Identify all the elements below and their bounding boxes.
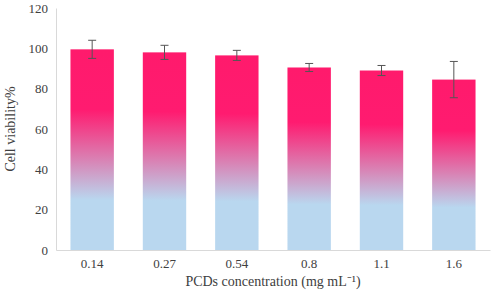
y-tick: 100 (29, 41, 57, 56)
y-axis: 0 20 40 60 80 100 120 (29, 1, 57, 258)
error-bar-cap (233, 60, 241, 61)
error-bar-cap (450, 97, 458, 98)
y-axis-title: Cell viability% (3, 86, 18, 171)
x-tick-label: 0.8 (301, 256, 317, 271)
error-bar-cap (88, 40, 96, 41)
y-tick: 20 (35, 202, 56, 217)
error-bar-stem (309, 63, 310, 71)
error-bar (305, 63, 313, 71)
y-tick-label: 100 (29, 41, 49, 56)
error-bar (161, 45, 169, 59)
x-axis-line (57, 250, 491, 251)
error-bar-cap (161, 45, 169, 46)
y-tick-label: 80 (35, 81, 48, 96)
y-tick-label: 20 (35, 202, 48, 217)
bars (70, 40, 475, 250)
y-axis-line (56, 9, 57, 251)
x-axis-title: PCDs concentration (mg mL⁻¹) (185, 274, 361, 290)
plot: 0 20 40 60 80 100 120 0.14 0.27 0.54 0.8 1.1 1.6 (29, 1, 491, 272)
y-tick-label: 120 (29, 1, 49, 16)
error-bar-stem (381, 65, 382, 75)
x-axis: 0.14 0.27 0.54 0.8 1.1 1.6 (57, 250, 491, 271)
bar (432, 80, 475, 250)
x-tick: 1.6 (446, 250, 463, 271)
error-bar-stem (453, 61, 454, 97)
y-tick-label: 60 (35, 122, 48, 137)
y-tick: 120 (29, 1, 57, 16)
bar (287, 67, 330, 250)
error-bar-cap (233, 50, 241, 51)
bar (143, 52, 186, 250)
y-tick: 60 (35, 122, 56, 137)
bar (215, 55, 258, 250)
x-tick-label: 1.6 (446, 256, 463, 271)
error-bar (88, 40, 96, 58)
error-bar (378, 65, 386, 75)
x-tick-label: 1.1 (373, 256, 389, 271)
y-tick: 80 (35, 81, 56, 96)
error-bar-cap (450, 61, 458, 62)
bar (360, 71, 403, 250)
x-tick-label: 0.14 (81, 256, 104, 271)
error-bar (233, 50, 241, 60)
x-tick: 1.1 (373, 250, 389, 271)
y-tick-label: 0 (42, 243, 49, 258)
x-tick: 0.54 (225, 250, 248, 271)
error-bar-stem (92, 40, 93, 58)
error-bar-cap (305, 71, 313, 72)
y-tick-label: 40 (35, 162, 48, 177)
x-tick: 0.27 (153, 250, 176, 271)
error-bar (450, 61, 458, 97)
y-tick: 40 (35, 162, 56, 177)
error-bar-cap (88, 58, 96, 59)
x-tick: 0.8 (301, 250, 317, 271)
error-bar-cap (305, 63, 313, 64)
x-tick-label: 0.54 (225, 256, 248, 271)
chart: 0 20 40 60 80 100 120 0.14 0.27 0.54 0.8 1.1 1.6 PCDs… (0, 0, 496, 296)
x-tick: 0.14 (81, 250, 104, 271)
error-bar-cap (378, 65, 386, 66)
x-tick-label: 0.27 (153, 256, 176, 271)
y-tick: 0 (42, 243, 57, 258)
error-bar-stem (164, 45, 165, 59)
error-bar-cap (161, 59, 169, 60)
error-bar-stem (236, 50, 237, 60)
bar (70, 49, 113, 250)
error-bar-cap (378, 75, 386, 76)
